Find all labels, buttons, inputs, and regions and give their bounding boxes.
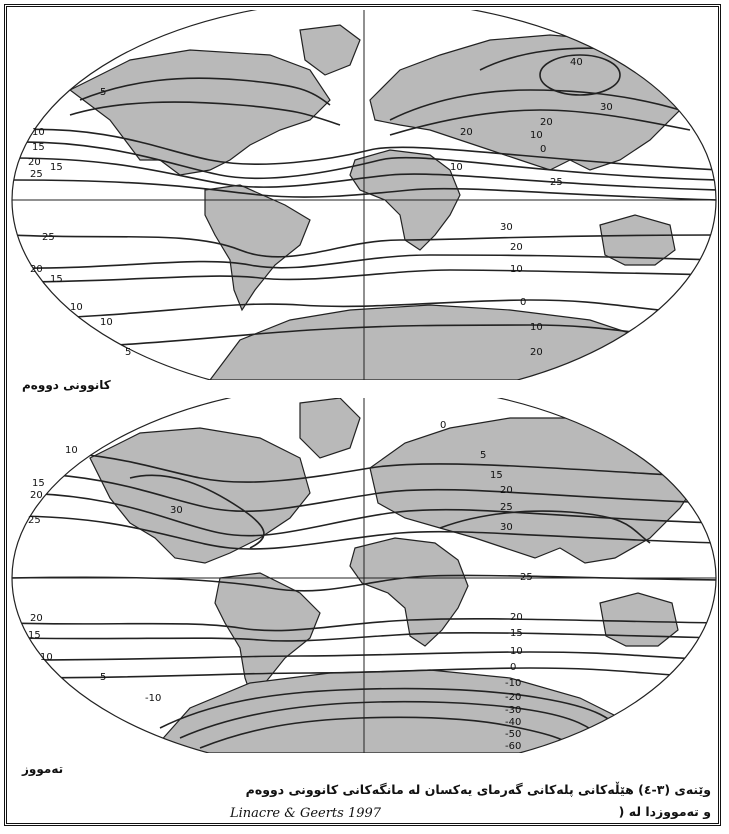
isotherm-label: 10 bbox=[530, 130, 543, 141]
figure-caption-line2: و تەمووزدا لە ( bbox=[618, 804, 711, 819]
isotherm-label: 5 bbox=[100, 87, 106, 98]
isotherm-label: -30 bbox=[505, 705, 521, 716]
isotherm-label: 20 bbox=[30, 490, 43, 501]
isotherm-label: -50 bbox=[505, 729, 521, 740]
isotherm-label: 30 bbox=[170, 505, 183, 516]
isotherm-label: 0 bbox=[440, 420, 446, 431]
isotherm-label: 5 bbox=[480, 450, 486, 461]
south-america-landmass bbox=[204, 184, 311, 312]
eurasia-landmass bbox=[369, 417, 701, 564]
eurasia-landmass bbox=[369, 34, 691, 171]
isotherm-label: 20 bbox=[28, 157, 41, 168]
isotherm-label: 0 bbox=[540, 144, 546, 155]
isotherm-label: -10 bbox=[145, 693, 161, 704]
isotherm-label: 30 bbox=[500, 522, 513, 533]
isotherm-label: -10 bbox=[505, 678, 521, 689]
isotherm-label: 5 bbox=[100, 672, 106, 683]
isotherm-label: 20 bbox=[460, 127, 473, 138]
isotherm-label: 25 bbox=[28, 515, 41, 526]
isotherm-label: 25 bbox=[42, 232, 55, 243]
isotherm-label: 15 bbox=[510, 628, 523, 639]
isotherm-label: 10 bbox=[450, 162, 463, 173]
figure-caption-line1: وێنەی (٣-٤) هێڵەکانی پلەکانی گەرمای یەکس… bbox=[245, 782, 711, 797]
january-isotherm-lines bbox=[12, 47, 716, 351]
isotherm-label: 20 bbox=[510, 242, 523, 253]
isotherm-label: 15 bbox=[32, 478, 45, 489]
isotherm-label: 20 bbox=[500, 485, 513, 496]
figure-source-citation: Linacre & Geerts 1997 bbox=[230, 806, 382, 821]
isotherm-label: 15 bbox=[490, 470, 503, 481]
isotherm-label: 0 bbox=[510, 662, 516, 673]
isotherm-label: 5 bbox=[125, 347, 131, 358]
figure-frame bbox=[4, 4, 721, 826]
isotherm-label: 10 bbox=[40, 652, 53, 663]
isotherm-label: 25 bbox=[520, 572, 533, 583]
isotherm-label: 10 bbox=[100, 317, 113, 328]
january-map-label: کانوونی دووەم bbox=[22, 378, 111, 392]
isotherm-label: 15 bbox=[50, 274, 63, 285]
australia-landmass bbox=[599, 592, 679, 647]
isotherm-label: -20 bbox=[505, 692, 521, 703]
isotherm-label: 15 bbox=[28, 630, 41, 641]
isotherm-label: 10 bbox=[530, 322, 543, 333]
isotherm-label: 20 bbox=[510, 612, 523, 623]
isotherm-label: 20 bbox=[30, 264, 43, 275]
isotherm-label: 15 bbox=[50, 162, 63, 173]
isotherm-label: 20 bbox=[530, 347, 543, 358]
isotherm-label: 20 bbox=[30, 613, 43, 624]
isotherm-label: 10 bbox=[510, 646, 523, 657]
isotherm-label: 25 bbox=[550, 177, 563, 188]
isotherm-label: 10 bbox=[70, 302, 83, 313]
isotherm-label: -40 bbox=[505, 717, 521, 728]
isotherm-label: 20 bbox=[540, 117, 553, 128]
july-isotherm-map: 10 15 20 25 30 0 5 15 20 25 30 25 20 15 … bbox=[11, 398, 717, 753]
isotherm-label: 10 bbox=[65, 445, 78, 456]
greenland-landmass bbox=[299, 398, 361, 459]
january-isotherm-labels: 40 30 20 10 0 25 15 10 5 25 20 15 10 0 1… bbox=[28, 57, 613, 358]
isotherm-label: 10 bbox=[510, 264, 523, 275]
isotherm-label: 10 bbox=[32, 127, 45, 138]
isotherm-label: -60 bbox=[505, 741, 521, 752]
isotherm-label: 15 bbox=[32, 142, 45, 153]
north-america-landmass bbox=[68, 49, 331, 176]
isotherm-label: 25 bbox=[500, 502, 513, 513]
isotherm-label: 30 bbox=[600, 102, 613, 113]
isotherm-label: 30 bbox=[500, 222, 513, 233]
isotherm-label: 0 bbox=[520, 297, 526, 308]
july-isotherm-labels: 10 15 20 25 30 0 5 15 20 25 30 25 20 15 … bbox=[28, 420, 533, 752]
isotherm-label: 25 bbox=[30, 169, 43, 180]
isotherm-label: 40 bbox=[570, 57, 583, 68]
january-isotherm-map: 40 30 20 10 0 25 15 10 5 25 20 15 10 0 1… bbox=[11, 10, 717, 380]
greenland-landmass bbox=[299, 24, 361, 76]
july-map-label: تەمووز bbox=[22, 762, 64, 776]
